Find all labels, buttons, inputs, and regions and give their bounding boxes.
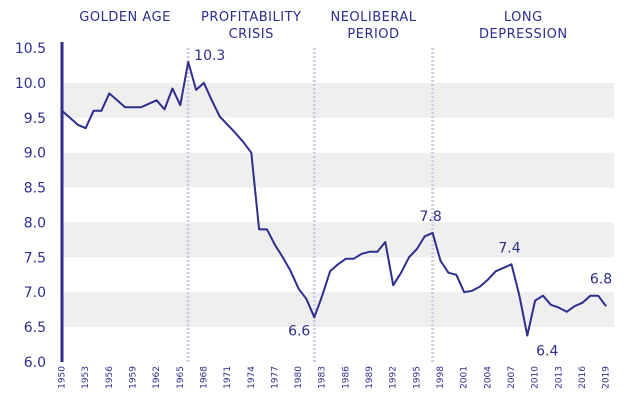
- grid-band: [62, 152, 614, 188]
- y-axis-ticks: 6.0 6.5 7.0 7.5 8.0 8.5 9.0 9.5 10.0 10.5: [15, 41, 46, 371]
- data-label: 6.6: [288, 323, 310, 339]
- x-tick-label: 2019: [602, 366, 612, 389]
- x-tick-label: 2010: [531, 366, 541, 389]
- x-tick-label: 1956: [105, 366, 115, 389]
- x-axis-ticks: 1950 1953 1956 1959 1962 1965 1968 1971 1974 1977…: [58, 366, 612, 389]
- x-tick-label: 1977: [270, 366, 280, 389]
- period-label: GOLDEN AGE: [79, 10, 171, 25]
- x-tick-label: 1965: [176, 366, 186, 389]
- series-line: [61, 61, 607, 337]
- y-tick-label: 10.0: [15, 76, 46, 92]
- x-tick-label: 1989: [365, 366, 375, 389]
- x-tick-label: 1995: [412, 366, 422, 389]
- x-tick-label: 2004: [483, 366, 493, 389]
- y-tick-label: 6.0: [24, 355, 46, 371]
- data-label: 7.4: [498, 240, 520, 256]
- x-tick-label: 2007: [507, 366, 517, 389]
- x-tick-label: 1974: [247, 366, 257, 389]
- y-tick-label: 8.5: [24, 181, 46, 197]
- x-tick-label: 1971: [223, 366, 233, 389]
- y-tick-label: 6.5: [24, 320, 46, 336]
- x-tick-label: 1983: [318, 366, 328, 389]
- y-tick-label: 9.0: [24, 146, 46, 162]
- y-tick-label: 7.5: [24, 250, 46, 266]
- period-label: PERIOD: [347, 27, 399, 42]
- x-tick-label: 2013: [554, 366, 564, 389]
- y-tick-label: 10.5: [15, 41, 46, 57]
- x-tick-label: 1980: [294, 366, 304, 389]
- period-dividers: [186, 48, 435, 362]
- x-tick-label: 1968: [199, 366, 209, 389]
- x-tick-label: 1986: [341, 366, 351, 389]
- grid-bands: [62, 82, 614, 328]
- period-labels: GOLDEN AGE PROFITABILITY CRISIS NEOLIBERAL P…: [79, 10, 567, 42]
- x-tick-label: 1953: [81, 366, 91, 389]
- x-tick-label: 2016: [578, 366, 588, 389]
- x-tick-label: 1959: [128, 366, 138, 389]
- period-label: LONG: [504, 10, 543, 25]
- y-tick-label: 8.0: [24, 215, 46, 231]
- annotations: 10.3 6.6 7.8 7.4 6.4 6.8: [194, 48, 612, 360]
- y-tick-label: 7.0: [24, 285, 46, 301]
- data-label: 6.8: [590, 272, 612, 288]
- series-group: [61, 61, 607, 337]
- y-tick-label: 9.5: [24, 111, 46, 127]
- grid-band: [62, 82, 614, 118]
- period-label: NEOLIBERAL: [330, 10, 416, 25]
- x-tick-label: 1950: [58, 366, 68, 389]
- grid-band: [62, 222, 614, 258]
- data-label: 6.4: [536, 343, 558, 359]
- period-label: CRISIS: [229, 27, 274, 42]
- x-tick-label: 1992: [389, 366, 399, 389]
- x-tick-label: 2001: [460, 366, 470, 389]
- x-tick-label: 1998: [436, 366, 446, 389]
- period-label: PROFITABILITY: [201, 10, 301, 25]
- data-label: 10.3: [194, 48, 225, 64]
- x-tick-label: 1962: [152, 366, 162, 389]
- data-label: 7.8: [419, 209, 441, 225]
- period-label: DEPRESSION: [479, 27, 568, 42]
